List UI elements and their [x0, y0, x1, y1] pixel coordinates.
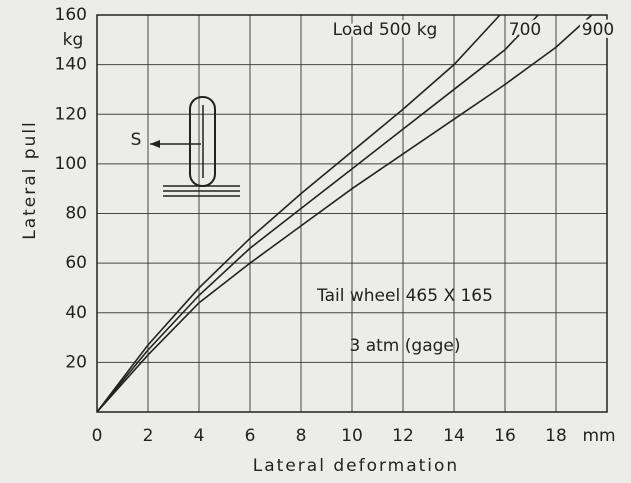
- x-tick-label: 18: [545, 426, 567, 446]
- x-unit: mm: [582, 426, 615, 446]
- series-label: 900: [582, 20, 614, 40]
- y-tick-label: 160: [55, 5, 87, 25]
- x-axis-title: Lateral deformation: [253, 456, 459, 476]
- tire-icon: [150, 97, 240, 196]
- page: {"chart_data": {"type": "line", "x_label…: [0, 0, 631, 483]
- y-tick-label: 20: [65, 352, 87, 372]
- annotation: 3 atm (gage): [350, 336, 461, 356]
- annotation: Tail wheel 465 X 165: [316, 286, 493, 306]
- y-tick-label: 120: [55, 104, 87, 124]
- x-tick-label: 16: [494, 426, 516, 446]
- x-tick-label: 10: [341, 426, 363, 446]
- y-tick-label: 80: [65, 204, 87, 224]
- y-tick-label: 100: [55, 154, 87, 174]
- x-tick-label: 6: [245, 426, 256, 446]
- x-tick-label: 4: [194, 426, 205, 446]
- y-axis-title: Lateral pull: [20, 120, 40, 240]
- x-tick-label: 0: [92, 426, 103, 446]
- y-unit: kg: [63, 30, 84, 50]
- y-tick-label: 40: [65, 303, 87, 323]
- chart: 18161412108642016014012010080604020 Late…: [0, 0, 631, 483]
- y-tick-label: 140: [55, 55, 87, 75]
- series-label: 700: [509, 20, 541, 40]
- annotation: S: [131, 130, 142, 150]
- y-tick-label: 60: [65, 253, 87, 273]
- x-tick-label: 2: [143, 426, 154, 446]
- series-label: Load 500 kg: [333, 20, 438, 40]
- x-tick-label: 8: [296, 426, 307, 446]
- x-tick-label: 12: [392, 426, 414, 446]
- x-tick-label: 14: [443, 426, 465, 446]
